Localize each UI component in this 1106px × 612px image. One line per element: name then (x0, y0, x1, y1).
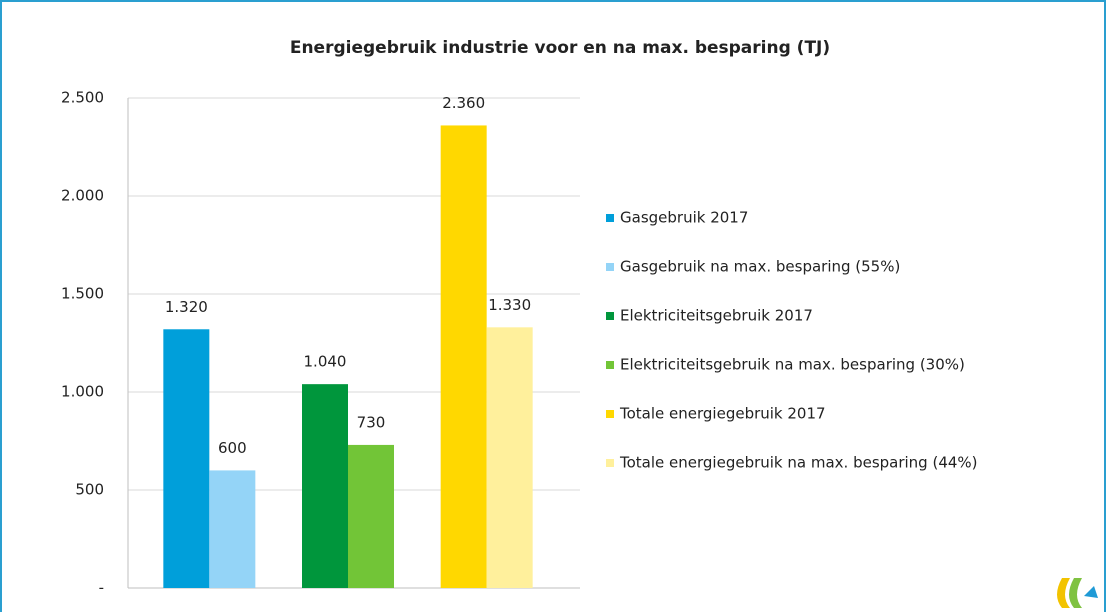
legend-swatch (606, 361, 614, 369)
legend-label: Totale energiegebruik na max. besparing … (619, 454, 978, 472)
legend-label: Elektriciteitsgebruik na max. besparing … (620, 356, 965, 374)
data-label: 1.330 (488, 296, 531, 314)
y-tick-label: 500 (75, 481, 104, 499)
legend-swatch (606, 312, 614, 320)
legend-swatch (606, 214, 614, 222)
data-label: 730 (357, 413, 386, 431)
chart-title: Energiegebruik industrie voor en na max.… (290, 38, 830, 58)
legend-label: Gasgebruik na max. besparing (55%) (620, 258, 900, 276)
data-label: 600 (218, 439, 247, 457)
bar (302, 384, 348, 588)
data-label: 2.360 (442, 94, 485, 112)
y-tick-label: 2.000 (61, 187, 104, 205)
data-label: 1.320 (165, 298, 208, 316)
y-tick-label: - (99, 579, 104, 597)
logo (1057, 578, 1098, 608)
bar (209, 470, 256, 588)
bar (440, 125, 487, 588)
legend-swatch (606, 459, 614, 467)
legend-swatch (606, 263, 614, 271)
bar (348, 444, 394, 588)
y-tick-label: 1.500 (61, 285, 104, 303)
y-tick-label: 1.000 (61, 383, 104, 401)
y-tick-label: 2.500 (61, 89, 104, 107)
data-label: 1.040 (304, 353, 347, 371)
legend-label: Gasgebruik 2017 (620, 209, 748, 227)
bar (486, 327, 533, 588)
legend-label: Elektriciteitsgebruik 2017 (620, 307, 813, 325)
bar (163, 329, 210, 588)
legend-label: Totale energiegebruik 2017 (619, 405, 826, 423)
legend-swatch (606, 410, 614, 418)
